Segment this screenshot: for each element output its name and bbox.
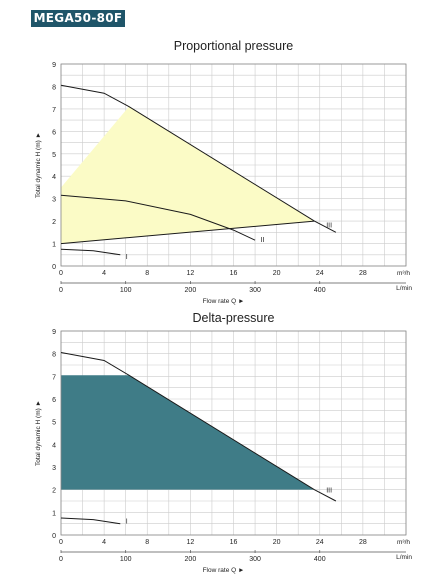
x-tick-label-lmin: 0	[59, 287, 63, 294]
x-tick-label-m3h: 8	[145, 539, 149, 546]
y-axis-title: Total dynamic H (m) ►	[35, 400, 42, 466]
x-unit-lmin: L/min	[396, 285, 412, 292]
curve-label-iii: III	[326, 488, 332, 495]
y-tick-label: 1	[52, 510, 56, 517]
y-tick-label: 7	[52, 107, 56, 114]
x-tick-label-lmin: 300	[249, 287, 261, 294]
curve-label-ii: II	[260, 237, 264, 244]
operating-region	[61, 106, 315, 244]
y-tick-label: 6	[52, 397, 56, 404]
y-tick-label: 5	[52, 152, 56, 159]
x-tick-label-lmin: 0	[59, 556, 63, 563]
x-tick-label-m3h: 20	[273, 539, 281, 546]
y-tick-label: 1	[52, 242, 56, 249]
x-tick-label-lmin: 400	[314, 556, 326, 563]
series-curve-ii	[60, 194, 256, 241]
plot-frame	[60, 330, 407, 536]
x-tick-label-m3h: 20	[273, 270, 281, 277]
x-tick-label-m3h: 12	[186, 270, 194, 277]
x-tick-label-lmin: 100	[120, 287, 132, 294]
x-tick-label-m3h: 16	[230, 539, 238, 546]
series-curve-i	[60, 517, 121, 525]
y-tick-label: 6	[52, 129, 56, 136]
x-tick-label-lmin: 300	[249, 556, 261, 563]
x-tick-label-m3h: 24	[316, 539, 324, 546]
x-tick-label-lmin: 200	[185, 556, 197, 563]
model-badge: MEGA50-80F	[31, 10, 125, 27]
x-tick-label-lmin: 100	[120, 556, 132, 563]
y-tick-label: 2	[52, 219, 56, 226]
curve-label-i: I	[126, 254, 128, 261]
series-curve-iii	[60, 84, 337, 233]
series-curve-i	[60, 248, 121, 256]
x-unit-m3h: m³/h	[397, 270, 410, 277]
x-tick-label-m3h: 28	[359, 539, 367, 546]
operating-region	[61, 375, 315, 490]
y-tick-label: 7	[52, 374, 56, 381]
y-tick-label: 0	[52, 533, 56, 540]
y-tick-label: 4	[52, 174, 56, 181]
y-tick-label: 9	[52, 62, 56, 69]
x-tick-label-m3h: 4	[102, 539, 106, 546]
x-tick-label-m3h: 28	[359, 270, 367, 277]
x-axis-title: Flow rate Q ►	[203, 567, 245, 574]
x-tick-label-m3h: 0	[59, 270, 63, 277]
x-axis-title: Flow rate Q ►	[203, 298, 245, 305]
x-tick-label-lmin: 200	[185, 287, 197, 294]
y-axis-title: Total dynamic H (m) ►	[35, 132, 42, 198]
curve-label-iii: III	[326, 222, 332, 229]
x-tick-label-m3h: 0	[59, 539, 63, 546]
x-tick-label-m3h: 12	[186, 539, 194, 546]
y-tick-label: 8	[52, 84, 56, 91]
y-tick-label: 3	[52, 465, 56, 472]
x-tick-label-m3h: 8	[145, 270, 149, 277]
x-unit-m3h: m³/h	[397, 539, 410, 546]
y-tick-label: 9	[52, 329, 56, 336]
x-tick-label-m3h: 16	[230, 270, 238, 277]
chart-title: Delta-pressure	[193, 311, 275, 325]
x-tick-label-m3h: 4	[102, 270, 106, 277]
y-tick-label: 4	[52, 442, 56, 449]
x-tick-label-m3h: 24	[316, 270, 324, 277]
y-tick-label: 0	[52, 264, 56, 271]
series-curve-boundary-3	[60, 220, 315, 245]
x-tick-label-lmin: 400	[314, 287, 326, 294]
y-tick-label: 5	[52, 420, 56, 427]
curve-label-i: I	[126, 518, 128, 525]
x-unit-lmin: L/min	[396, 554, 412, 561]
y-tick-label: 3	[52, 197, 56, 204]
plot-frame	[60, 63, 407, 267]
y-tick-label: 8	[52, 352, 56, 359]
y-tick-label: 2	[52, 488, 56, 495]
series-curve-iii	[60, 352, 337, 502]
chart-title: Proportional pressure	[174, 39, 294, 53]
